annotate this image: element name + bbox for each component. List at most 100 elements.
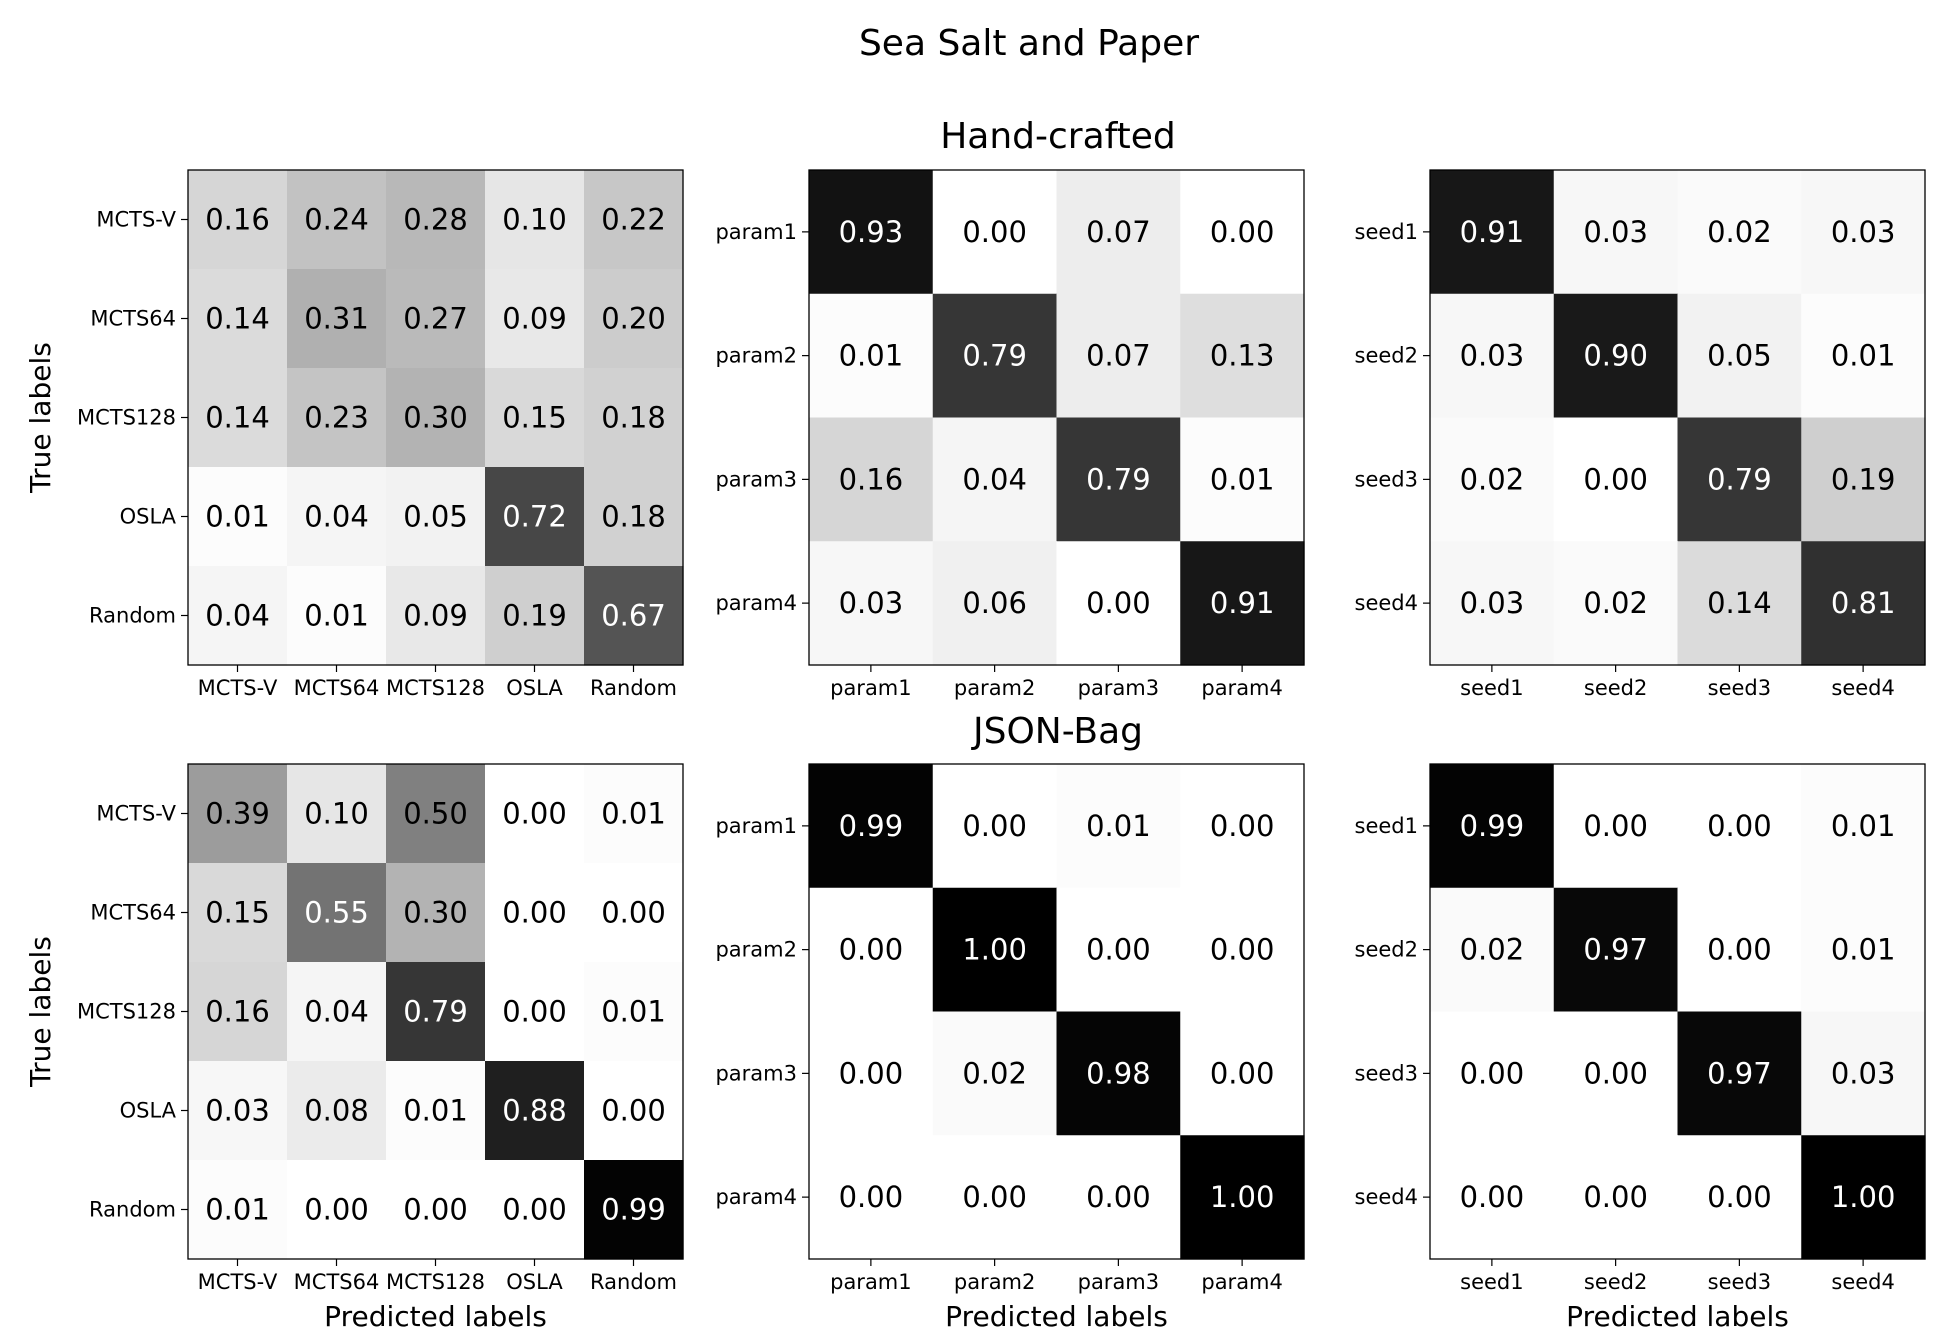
heatmap-cell bbox=[1801, 1135, 1926, 1260]
heatmap-cell bbox=[1180, 417, 1305, 542]
cell-value-label: 1.00 bbox=[962, 933, 1027, 967]
heatmap-cell bbox=[485, 467, 585, 567]
cell-value-label: 0.13 bbox=[1210, 339, 1275, 373]
heatmap-cell bbox=[386, 764, 486, 864]
heatmap-cell bbox=[1056, 541, 1181, 666]
cell-value-label: 0.00 bbox=[1583, 1180, 1648, 1214]
x-tick-label: MCTS64 bbox=[294, 1270, 380, 1294]
x-tick-label: seed2 bbox=[1584, 676, 1647, 700]
heatmap-cell bbox=[809, 1011, 934, 1136]
heatmap-cell bbox=[1056, 417, 1181, 542]
cell-value-label: 0.02 bbox=[1460, 933, 1525, 967]
heatmap-cell bbox=[1677, 764, 1802, 889]
cell-value-label: 0.79 bbox=[1086, 462, 1151, 496]
heatmap-cell bbox=[809, 541, 934, 666]
heatmap-cell bbox=[485, 863, 585, 963]
cell-value-label: 0.05 bbox=[1707, 339, 1772, 373]
y-tick-label: seed1 bbox=[1355, 220, 1418, 244]
confusion-matrix-6: 0.99 0.00 0.00 0.01 0.02 0.97 0.00 0.01 0.00 0.00… bbox=[1355, 763, 1926, 1333]
cell-value-label: 0.09 bbox=[403, 599, 468, 633]
heatmap-cell bbox=[584, 1160, 684, 1260]
cell-value-label: 0.97 bbox=[1583, 933, 1648, 967]
cell-value-label: 0.01 bbox=[205, 500, 270, 534]
heatmap-cell bbox=[584, 863, 684, 963]
cell-value-label: 0.00 bbox=[601, 896, 666, 930]
y-tick-label: seed4 bbox=[1355, 591, 1418, 615]
cell-value-label: 0.22 bbox=[601, 203, 666, 237]
y-tick-label: seed2 bbox=[1355, 938, 1418, 962]
y-tick-label: MCTS64 bbox=[90, 307, 176, 331]
cell-value-label: 0.81 bbox=[1831, 586, 1896, 620]
cell-value-label: 0.00 bbox=[1210, 1056, 1275, 1090]
cell-value-label: 0.08 bbox=[304, 1094, 369, 1128]
y-tick-label: seed1 bbox=[1355, 814, 1418, 838]
heatmap-cell bbox=[809, 764, 934, 889]
heatmap-cell bbox=[932, 764, 1058, 889]
heatmap-cell bbox=[584, 269, 684, 369]
cell-value-label: 0.79 bbox=[403, 995, 468, 1029]
cell-value-label: 0.18 bbox=[601, 401, 666, 435]
heatmap-cell bbox=[287, 269, 387, 369]
cell-value-label: 0.10 bbox=[502, 203, 567, 237]
y-tick-label: OSLA bbox=[120, 1099, 177, 1123]
heatmap-cell bbox=[386, 467, 486, 567]
heatmap-cell bbox=[485, 764, 585, 864]
x-tick-label: seed1 bbox=[1460, 676, 1523, 700]
cell-value-label: 0.00 bbox=[601, 1094, 666, 1128]
heatmap-cell bbox=[188, 962, 288, 1062]
cell-value-label: 0.03 bbox=[839, 586, 904, 620]
y-tick-label: Random bbox=[89, 604, 176, 628]
heatmap-cell bbox=[1430, 1135, 1555, 1260]
cell-value-label: 0.00 bbox=[1210, 933, 1275, 967]
heatmap-cell bbox=[1553, 1135, 1679, 1260]
heatmap-cell bbox=[1801, 293, 1926, 419]
x-axis-label: Predicted labels bbox=[945, 1300, 1168, 1333]
cell-value-label: 0.01 bbox=[304, 599, 369, 633]
cell-value-label: 0.02 bbox=[962, 1056, 1027, 1090]
cell-value-label: 0.02 bbox=[1460, 462, 1525, 496]
x-tick-label: seed4 bbox=[1831, 1270, 1894, 1294]
heatmap-cell bbox=[386, 863, 486, 963]
heatmap-cell bbox=[1180, 293, 1305, 419]
cell-value-label: 0.99 bbox=[1460, 809, 1525, 843]
heatmap-cell bbox=[188, 1061, 288, 1161]
cell-value-label: 0.00 bbox=[839, 1180, 904, 1214]
cell-value-label: 0.88 bbox=[502, 1094, 567, 1128]
cell-value-label: 0.07 bbox=[1086, 339, 1151, 373]
cell-value-label: 0.01 bbox=[1210, 462, 1275, 496]
cell-value-label: 0.27 bbox=[403, 302, 468, 336]
heatmap-cell bbox=[386, 1160, 486, 1260]
cell-value-label: 0.19 bbox=[1831, 462, 1896, 496]
heatmap-cell bbox=[485, 566, 585, 666]
cell-value-label: 0.01 bbox=[403, 1094, 468, 1128]
heatmap-cell bbox=[386, 368, 486, 468]
y-tick-label: param2 bbox=[715, 938, 797, 962]
heatmap-cell bbox=[809, 170, 934, 295]
cell-value-label: 0.04 bbox=[205, 599, 270, 633]
heatmap-cell bbox=[1677, 887, 1802, 1013]
cell-value-label: 0.39 bbox=[205, 797, 270, 831]
heatmap-cell bbox=[1180, 1135, 1305, 1260]
heatmap-cell bbox=[1677, 1011, 1802, 1136]
cell-value-label: 0.04 bbox=[962, 462, 1027, 496]
heatmap-cell bbox=[1677, 417, 1802, 542]
heatmap-cell bbox=[1553, 1011, 1679, 1136]
heatmap-cell bbox=[386, 566, 486, 666]
cell-value-label: 0.00 bbox=[1583, 1056, 1648, 1090]
cell-value-label: 0.00 bbox=[502, 797, 567, 831]
heatmap-cell bbox=[932, 887, 1058, 1013]
cell-value-label: 0.97 bbox=[1707, 1056, 1772, 1090]
cell-value-label: 0.00 bbox=[962, 215, 1027, 249]
cell-value-label: 0.30 bbox=[403, 401, 468, 435]
heatmap-cell bbox=[287, 863, 387, 963]
y-tick-label: Random bbox=[89, 1198, 176, 1222]
cell-value-label: 0.00 bbox=[1210, 215, 1275, 249]
cell-value-label: 0.01 bbox=[839, 339, 904, 373]
heatmap-cell bbox=[188, 863, 288, 963]
confusion-matrix-2: 0.93 0.00 0.07 0.00 0.01 0.79 0.07 0.13 0.16 0.04… bbox=[715, 169, 1305, 700]
heatmap-cell bbox=[188, 368, 288, 468]
x-tick-label: seed2 bbox=[1584, 1270, 1647, 1294]
confusion-matrix-panels: 0.16 0.24 0.28 0.10 0.22 0.14 0.31 0.27 0.09 0.20… bbox=[24, 169, 1926, 1333]
cell-value-label: 0.14 bbox=[205, 401, 270, 435]
cell-value-label: 0.00 bbox=[502, 896, 567, 930]
